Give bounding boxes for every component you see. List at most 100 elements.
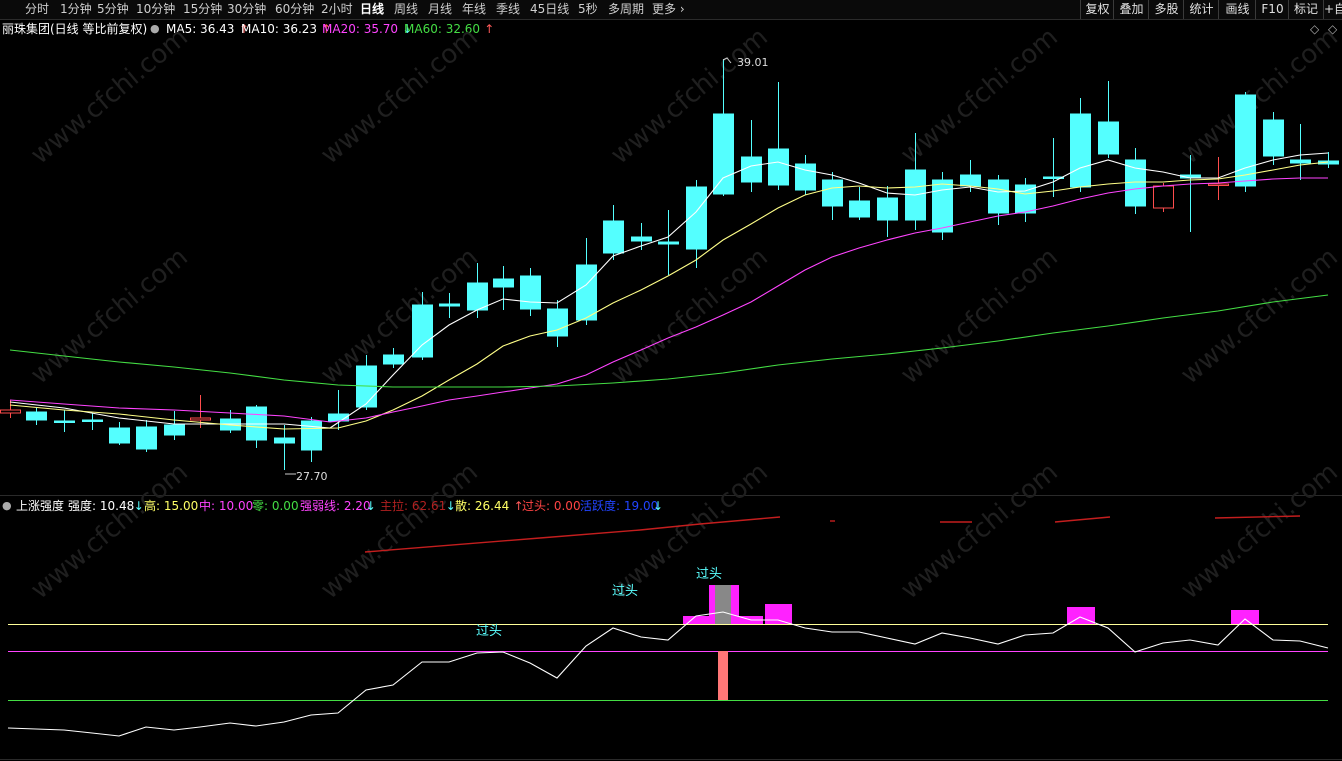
period-tab-1[interactable]: 1分钟 (60, 2, 92, 16)
strength-line (7, 611, 1329, 737)
toolbar-button-5[interactable]: F10 (1255, 0, 1289, 19)
candle-2 (54, 410, 75, 432)
watermark-11: www.cfchi.com (315, 457, 484, 605)
period-tab-7[interactable]: 2小时 (321, 2, 353, 16)
high-marker (722, 57, 732, 64)
ma-legend-arrow-2: ↓ (402, 22, 413, 36)
period-tab-11[interactable]: 年线 (462, 2, 487, 16)
candle-6 (164, 411, 185, 440)
period-tab-16[interactable]: 更多 › (652, 2, 685, 16)
guotou-label-0: 过头 (476, 624, 502, 639)
stock-title: 丽珠集团(日线 等比前复权) (2, 22, 148, 36)
ma-legend-3: MA60: 32.60 (404, 22, 481, 36)
candle-19 (520, 268, 541, 316)
diamond-icon-2[interactable]: ◇ (1328, 22, 1338, 36)
strength-bar-3 (765, 604, 792, 624)
watermark-0: www.cfchi.com (25, 22, 194, 170)
indicator-legend-3: 零: 0.00 (252, 499, 299, 513)
indicator-legend-arrow-5: ↓ (445, 499, 456, 513)
diamond-icon[interactable]: ◇ (1310, 22, 1320, 36)
low-price-label: 27.70 (296, 470, 328, 483)
candle-12 (328, 390, 349, 430)
period-tab-10[interactable]: 月线 (428, 2, 453, 16)
candle-10 (274, 425, 295, 470)
candle-28 (768, 82, 789, 190)
period-tab-3[interactable]: 10分钟 (136, 2, 176, 16)
guotou-label-1: 过头 (612, 584, 638, 599)
candle-17 (467, 263, 488, 318)
settings-circle-icon[interactable]: ● (150, 22, 160, 35)
indicator-legend-2: 中: 10.00 (199, 499, 254, 513)
period-tab-9[interactable]: 周线 (394, 2, 419, 16)
ma10-line (9, 161, 1329, 430)
ma20-line (9, 177, 1328, 423)
period-tab-8[interactable]: 日线 (360, 2, 385, 16)
main-chart-title-bar: 丽珠集团(日线 等比前复权) ● MA5: 36.43 ↑ MA10: 36.23 ↑… (0, 20, 1342, 38)
indicator-toggle-icon[interactable]: ● (2, 499, 12, 512)
candle-14 (383, 348, 404, 368)
period-tab-13[interactable]: 45日线 (530, 2, 570, 16)
candle-41 (1125, 148, 1146, 214)
indicator-legend-6: 散: 26.44 (455, 499, 510, 513)
watermark-10: www.cfchi.com (25, 457, 194, 605)
ma5-line (9, 152, 1329, 429)
candle-47 (1290, 124, 1311, 180)
period-tab-2[interactable]: 5分钟 (97, 2, 129, 16)
indicator-legend-1: 高: 15.00 (144, 499, 199, 513)
watermark-9: www.cfchi.com (1175, 242, 1342, 390)
candle-16 (439, 293, 460, 318)
watermark-2: www.cfchi.com (605, 22, 774, 170)
candle-39 (1070, 98, 1091, 192)
ma-legend-arrow-3: ↑ (484, 22, 495, 36)
indicator-legend-arrow-6: ↑ (513, 499, 524, 513)
ma60-line (9, 294, 1329, 388)
toolbar-button-3[interactable]: 统计 (1183, 0, 1219, 19)
candle-40 (1098, 81, 1119, 158)
watermark-14: www.cfchi.com (1175, 457, 1342, 605)
period-tab-6[interactable]: 60分钟 (275, 2, 315, 16)
toolbar-button-6[interactable]: 标记 (1288, 0, 1323, 19)
strength-bar-5 (1231, 610, 1259, 624)
toolbar-button-0[interactable]: 复权 (1080, 0, 1114, 19)
candle-21 (576, 238, 597, 325)
period-tab-0[interactable]: 分时 (25, 2, 50, 16)
strength-bar-0 (683, 616, 709, 624)
toolbar-edge-button[interactable]: +自 (1323, 0, 1342, 19)
period-tab-4[interactable]: 15分钟 (183, 2, 223, 16)
candle-25 (686, 180, 707, 268)
ma-legend-2: MA20: 35.70 (322, 22, 399, 36)
indicator-name: 上涨强度 (16, 499, 65, 513)
candle-34 (932, 172, 953, 240)
main-pull-line-6 (1054, 516, 1111, 523)
indicator-title-bar: ● 上涨强度 强度: 10.48 ↓ 高: 15.00 中: 10.00 零: 0.00… (0, 497, 1342, 515)
period-tab-5[interactable]: 30分钟 (227, 2, 267, 16)
candle-38 (1043, 138, 1064, 197)
candle-37 (1015, 178, 1036, 222)
period-tab-15[interactable]: 多周期 (608, 2, 645, 16)
toolbar-button-2[interactable]: 多股 (1148, 0, 1184, 19)
watermark-4: www.cfchi.com (1175, 22, 1342, 170)
ma-legend-1: MA10: 36.23 (241, 22, 318, 36)
main-pull-line-2 (639, 523, 701, 531)
main-pull-line-3 (699, 516, 781, 525)
toolbar-button-4[interactable]: 画线 (1218, 0, 1256, 19)
candle-30 (822, 172, 843, 220)
candle-26 (713, 59, 734, 196)
indicator-legend-5: 主拉: 62.61 (380, 499, 447, 513)
indicator-legend-0: 强度: 10.48 (68, 499, 135, 513)
candle-42 (1153, 183, 1174, 212)
candle-45 (1235, 92, 1256, 192)
candle-20 (547, 300, 568, 347)
candle-3 (82, 413, 103, 430)
candle-29 (795, 155, 816, 195)
indicator-legend-4: 强弱线: 2.20 (300, 499, 371, 513)
toolbar-button-1[interactable]: 叠加 (1113, 0, 1149, 19)
period-tab-14[interactable]: 5秒 (578, 2, 598, 16)
period-tab-12[interactable]: 季线 (496, 2, 521, 16)
candle-5 (136, 420, 157, 452)
candle-22 (603, 205, 624, 260)
candle-48 (1318, 152, 1339, 168)
indicator-legend-7: 过头: 0.00 (522, 499, 581, 513)
indicator-legend-8: 活跃度: 19.00 (580, 499, 659, 513)
